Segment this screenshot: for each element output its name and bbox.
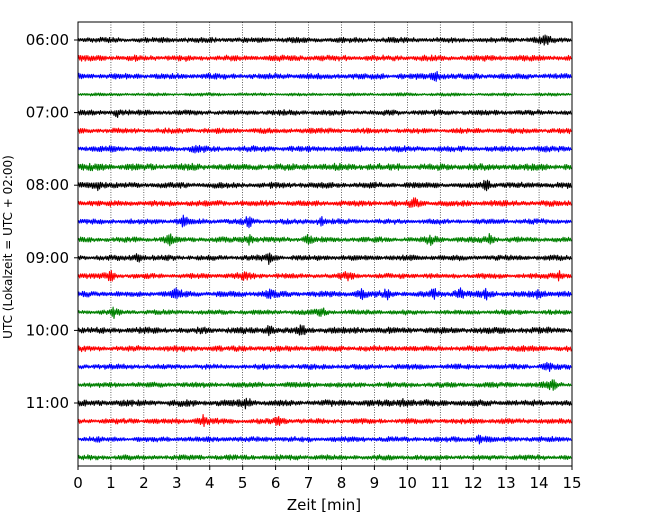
seismic-traces — [77, 34, 572, 461]
vertical-gridlines — [110, 22, 540, 466]
seismic-trace-0800 — [77, 179, 572, 192]
seismic-trace-0715 — [77, 127, 572, 135]
seismic-trace-0830 — [77, 214, 572, 229]
seismic-trace-0600 — [77, 34, 572, 46]
seismic-trace-1100 — [77, 397, 572, 410]
x-tick-label: 12 — [464, 474, 483, 492]
seismic-trace-0645 — [77, 92, 572, 97]
x-tick-label: 10 — [398, 474, 417, 492]
seismic-trace-1145 — [77, 454, 572, 461]
x-tick-label: 5 — [238, 474, 248, 492]
x-tick-label: 13 — [497, 474, 516, 492]
seismic-trace-1000 — [77, 324, 572, 337]
seismic-trace-0930 — [77, 287, 572, 301]
seismic-trace-1045 — [77, 379, 572, 391]
x-tick-label: 15 — [562, 474, 581, 492]
x-tick-label: 0 — [73, 474, 83, 492]
seismic-trace-0745 — [77, 162, 572, 172]
y-tick-label: 08:00 — [26, 176, 69, 194]
plot-frame — [77, 21, 573, 467]
seismic-trace-0700 — [77, 109, 572, 118]
x-tick-label: 11 — [431, 474, 450, 492]
x-axis-ticks: 0 1 2 3 4 5 6 7 8 9 10 11 12 13 14 15 — [73, 466, 582, 492]
seismic-trace-0845 — [77, 233, 572, 247]
x-tick-label: 3 — [172, 474, 182, 492]
y-tick-label: 06:00 — [26, 31, 69, 49]
seismic-trace-0630 — [77, 70, 572, 82]
x-tick-label: 6 — [271, 474, 281, 492]
x-tick-label: 4 — [205, 474, 215, 492]
seismic-trace-0815 — [77, 197, 572, 208]
seismic-trace-0615 — [77, 54, 572, 62]
x-tick-label: 1 — [106, 474, 116, 492]
y-axis-label: UTC (Lokalzeit = UTC + 02:00) — [1, 155, 15, 339]
x-tick-label: 2 — [139, 474, 149, 492]
x-tick-label: 7 — [304, 474, 314, 492]
x-tick-label: 9 — [370, 474, 380, 492]
seismic-trace-1015 — [77, 344, 572, 353]
seismic-trace-0915 — [77, 270, 572, 282]
seismic-trace-0900 — [77, 252, 572, 265]
y-tick-label: 07:00 — [26, 104, 69, 122]
y-tick-label: 10:00 — [26, 321, 69, 339]
seismic-trace-0730 — [77, 144, 572, 154]
seismic-trace-0945 — [77, 306, 572, 320]
y-tick-label: 11:00 — [26, 394, 69, 412]
y-tick-label: 09:00 — [26, 249, 69, 267]
y-axis-ticks: 06:00 07:00 08:00 09:00 10:00 11:00 — [26, 31, 78, 412]
seismic-trace-1130 — [77, 434, 572, 445]
seismic-trace-1115 — [77, 414, 572, 428]
x-tick-label: 14 — [530, 474, 549, 492]
x-axis-label: Zeit [min] — [287, 496, 361, 514]
x-tick-label: 8 — [337, 474, 347, 492]
seismic-trace-1030 — [77, 361, 572, 372]
